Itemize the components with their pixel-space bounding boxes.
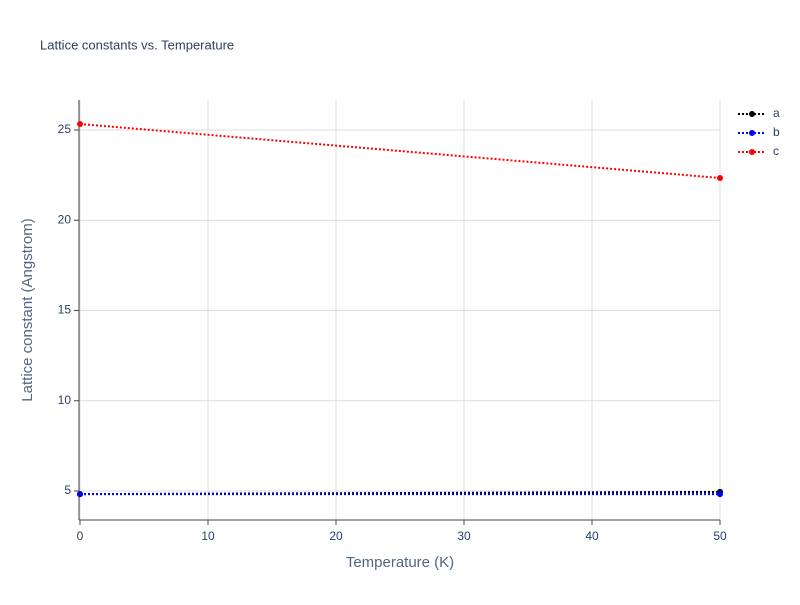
marker	[717, 491, 723, 498]
chart-title: Lattice constants vs. Temperature	[40, 37, 234, 52]
legend-marker	[749, 111, 755, 117]
marker	[717, 174, 723, 181]
y-axis-title: Lattice constant (Angstrom)	[19, 218, 36, 401]
y-tick-label: 25	[58, 122, 72, 136]
x-tick-label: 50	[713, 529, 727, 543]
x-tick-label: 30	[457, 529, 471, 543]
legend-label: b	[773, 125, 780, 139]
series-line	[79, 490, 721, 496]
y-tick-label: 20	[58, 212, 72, 226]
legend-marker	[749, 149, 755, 155]
series-line	[79, 123, 721, 179]
x-tick-label: 40	[585, 529, 599, 543]
y-tick-label: 10	[58, 393, 72, 407]
legend-label: c	[773, 144, 779, 158]
x-tick-label: 20	[329, 529, 343, 543]
y-tick-label: 15	[58, 303, 72, 317]
y-tick-label: 5	[64, 483, 71, 497]
x-tick-label: 0	[77, 529, 84, 543]
legend-label: a	[773, 106, 780, 120]
marker	[77, 121, 83, 128]
legend-marker	[749, 130, 755, 136]
x-tick-label: 10	[201, 529, 215, 543]
x-axis-title: Temperature (K)	[346, 554, 454, 571]
marker	[77, 491, 83, 498]
